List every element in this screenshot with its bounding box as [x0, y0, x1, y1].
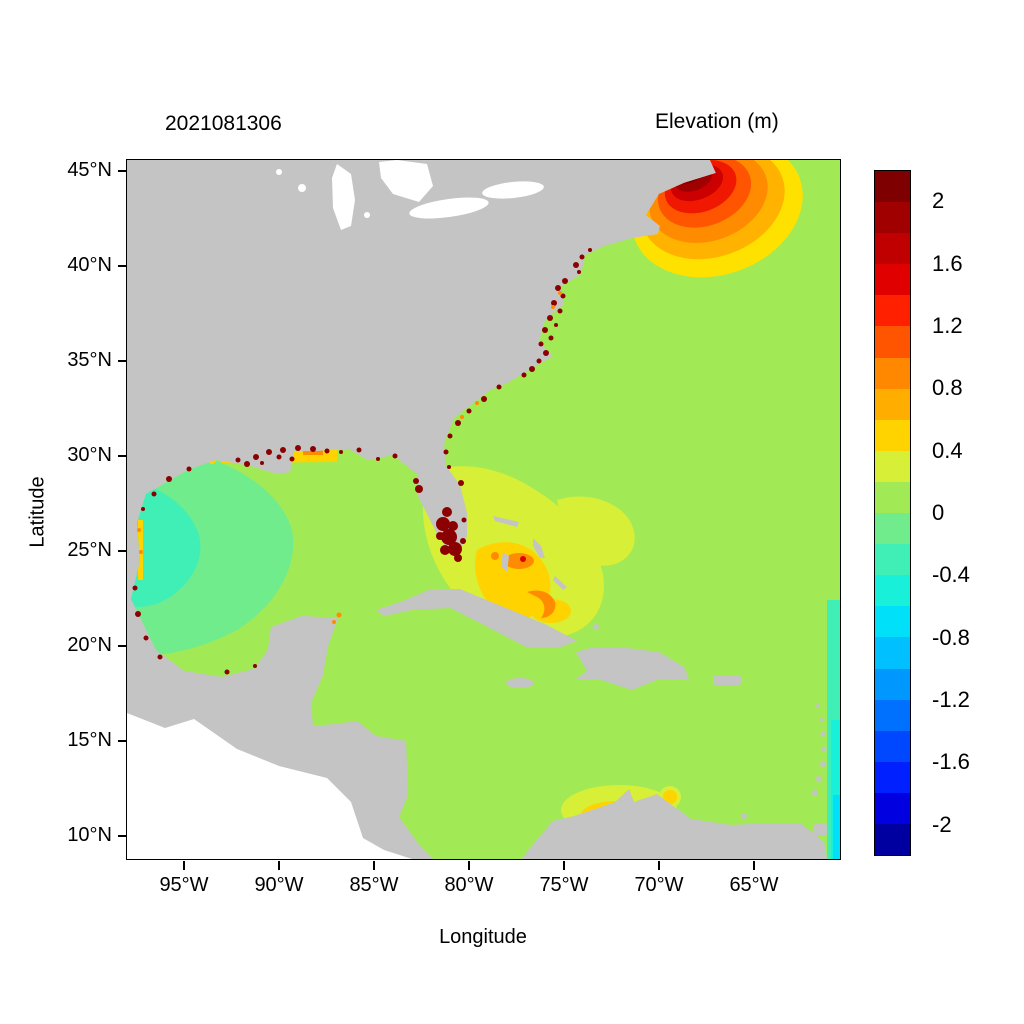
- x-tick-mark: [658, 861, 660, 870]
- puerto-rico-island: [713, 675, 741, 685]
- lesser-antilles-islands: [741, 704, 827, 835]
- y-tick-label: 15°N: [67, 729, 112, 752]
- map-plot-area: [127, 160, 840, 859]
- y-tick-mark: [118, 740, 127, 743]
- x-tick-mark: [753, 861, 755, 870]
- colorbar-segment: [875, 668, 910, 700]
- colorbar-tick-label: -2: [932, 811, 952, 837]
- west-gulf-negative-anomaly: [131, 440, 294, 657]
- x-tick-mark: [373, 861, 375, 870]
- colorbar-segment: [875, 699, 910, 731]
- colorbar-segment: [875, 171, 910, 203]
- x-tick-label: 75°W: [539, 874, 589, 896]
- x-tick-mark: [468, 861, 470, 870]
- colorbar-tick-label: -1.6: [932, 749, 970, 775]
- y-tick-mark: [118, 455, 127, 458]
- x-tick-label: 85°W: [349, 874, 399, 896]
- bahamas-islands: [493, 516, 599, 630]
- y-tick-label: 20°N: [67, 634, 112, 657]
- y-tick-label: 40°N: [67, 254, 112, 277]
- colorbar-segment: [875, 513, 910, 545]
- colorbar-tick-label: 0: [932, 500, 945, 525]
- x-tick-label: 70°W: [634, 874, 684, 896]
- coastal-flood-speckles: [132, 248, 592, 675]
- colorbar-segment: [875, 792, 910, 824]
- jamaica-island: [506, 678, 534, 688]
- y-tick-mark: [118, 360, 127, 363]
- colorbar-segment: [875, 233, 910, 265]
- elevation-map: [127, 160, 840, 859]
- colorbar-segment: [875, 481, 910, 514]
- colorbar-tick-label: -0.4: [932, 562, 970, 588]
- y-tick-mark: [118, 645, 127, 648]
- y-tick-label: 45°N: [67, 159, 112, 182]
- y-tick-mark: [118, 835, 127, 838]
- y-tick-label: 30°N: [67, 444, 112, 467]
- colorbar-segment: [875, 544, 910, 576]
- colorbar: [874, 170, 911, 856]
- y-tick-mark: [118, 550, 127, 553]
- x-tick-label: 95°W: [159, 874, 209, 896]
- colorbar-segment: [875, 575, 910, 607]
- colorbar-segment: [875, 357, 910, 389]
- trinidad-island: [814, 824, 827, 835]
- run-timestamp-title: 2021081306: [165, 112, 282, 135]
- x-tick-mark: [563, 861, 565, 870]
- colorbar-segment: [875, 388, 910, 420]
- y-tick-mark: [118, 265, 127, 268]
- x-axis-title: Longitude: [439, 926, 527, 948]
- caribbean-islands: [376, 516, 827, 835]
- pacific-nodata-region: [127, 713, 412, 859]
- east-edge-negative-strip: [827, 600, 840, 859]
- y-tick-mark: [118, 170, 127, 173]
- colorbar-segment: [875, 419, 910, 451]
- colorbar-segment: [875, 202, 910, 234]
- colorbar-segment: [875, 326, 910, 358]
- x-tick-mark: [183, 861, 185, 870]
- colorbar-tick-label: 1.6: [932, 250, 963, 276]
- colorbar-segment: [875, 730, 910, 762]
- y-tick-label: 10°N: [67, 824, 112, 847]
- x-tick-label: 90°W: [254, 874, 304, 896]
- colorbar-tick-label: 0.8: [932, 375, 963, 401]
- x-tick-label: 65°W: [729, 874, 779, 896]
- coastal-orange-speckles: [137, 291, 562, 624]
- y-tick-label: 25°N: [67, 539, 112, 562]
- colorbar-segment: [875, 264, 910, 296]
- colorbar-tick-label: -0.8: [932, 624, 970, 650]
- y-axis-title: Latitude: [26, 476, 49, 548]
- colorbar-title: Elevation (m): [655, 110, 779, 133]
- colorbar-tick-label: -1.2: [932, 687, 970, 713]
- colorbar-segment: [875, 450, 910, 482]
- colorbar-segment: [875, 637, 910, 669]
- colorbar-tick-label: 0.4: [932, 437, 963, 463]
- x-tick-mark: [278, 861, 280, 870]
- great-lakes: [276, 160, 544, 230]
- cuba-island: [376, 589, 577, 648]
- colorbar-segment: [875, 295, 910, 327]
- x-tick-label: 80°W: [444, 874, 494, 896]
- colorbar-tick-label: 1.2: [932, 312, 963, 338]
- colorbar-segment: [875, 823, 910, 856]
- colorbar-tick-label: 2: [932, 188, 945, 214]
- colorbar-segment: [875, 606, 910, 638]
- colorbar-segment: [875, 761, 910, 793]
- hispaniola-island: [576, 647, 689, 690]
- y-tick-label: 35°N: [67, 349, 112, 372]
